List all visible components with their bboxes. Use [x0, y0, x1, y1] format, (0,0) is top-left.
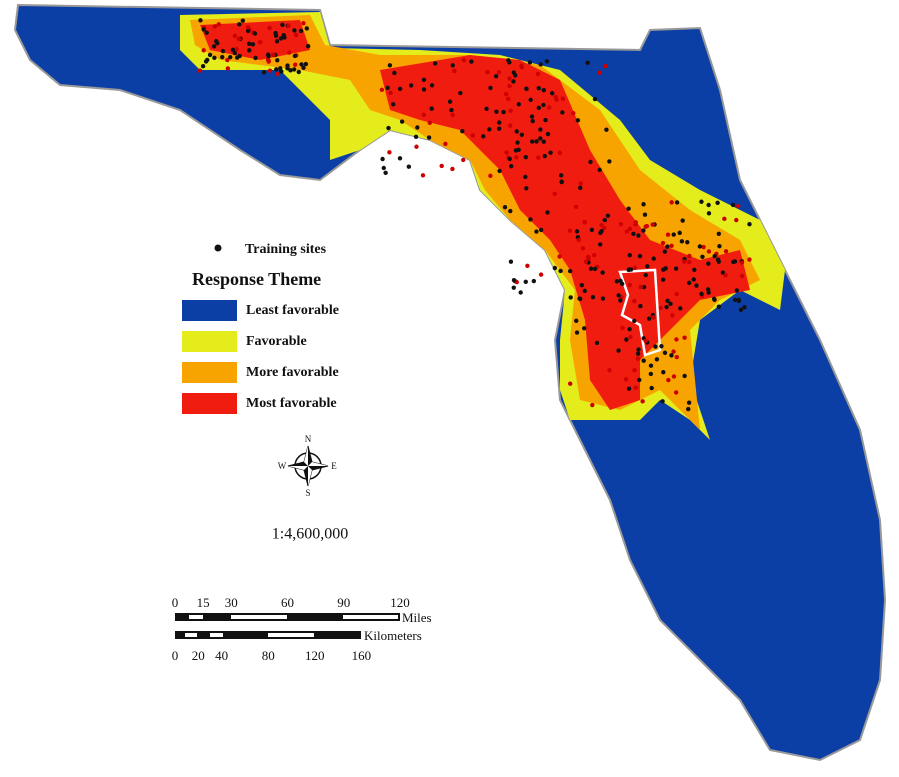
compass-e: E: [331, 461, 337, 471]
scale-ratio: 1:4,600,000: [272, 526, 348, 543]
legend-title: Response Theme: [192, 269, 321, 289]
scale-tick-km: 0: [172, 648, 179, 663]
legend-point-label: Training sites: [245, 242, 327, 257]
legend-label: Most favorable: [246, 396, 337, 411]
scale-tick-km: 120: [305, 648, 325, 663]
legend-label: Least favorable: [246, 303, 339, 318]
compass: N E S W: [278, 434, 338, 498]
legend-swatch: [182, 362, 237, 383]
scale-tick-km: 160: [352, 648, 372, 663]
scale-tick-miles: 15: [197, 595, 210, 610]
compass-s: S: [305, 488, 310, 498]
compass-n: N: [305, 434, 312, 444]
scale-tick-km: 20: [192, 648, 205, 663]
scale-unit-km: Kilometers: [364, 628, 422, 643]
training-sites: [197, 18, 752, 412]
legend-swatch: [182, 393, 237, 414]
legend-swatch: [182, 331, 237, 352]
legend: Training sites Response Theme Least favo…: [182, 242, 339, 414]
scale-tick-miles: 120: [390, 595, 410, 610]
scale-bar: 0 15 30 60 90 120 0 20 40 80 120 160 Miles Kilometers: [172, 595, 432, 663]
scale-tick-miles: 60: [281, 595, 294, 610]
scale-tick-miles: 0: [172, 595, 179, 610]
scale-tick-miles: 30: [225, 595, 238, 610]
legend-label: More favorable: [246, 365, 339, 380]
compass-w: W: [278, 461, 287, 471]
scale-tick-km: 80: [262, 648, 275, 663]
legend-point-symbol: [214, 244, 222, 252]
legend-swatch: [182, 300, 237, 321]
scale-unit-miles: Miles: [402, 610, 432, 625]
legend-label: Favorable: [246, 334, 307, 349]
legend-items: Least favorable Favorable More favorable Mo…: [182, 300, 339, 414]
scale-tick-miles: 90: [337, 595, 350, 610]
scale-tick-km: 40: [215, 648, 228, 663]
